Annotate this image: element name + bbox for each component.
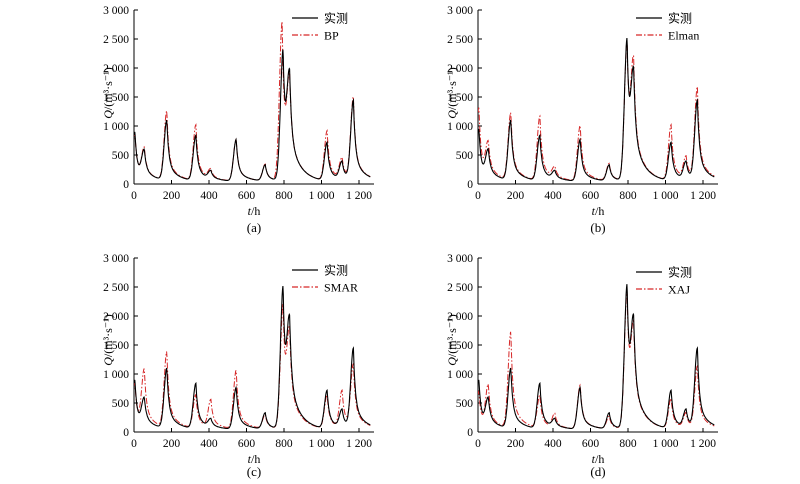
y-tick-label: 3 000 (447, 5, 473, 17)
y-tick-label: 500 (112, 398, 130, 410)
y-tick-label: 2 500 (447, 34, 473, 46)
y-tick-label: 1 500 (103, 92, 129, 104)
x-tick-label: 1 000 (309, 438, 335, 450)
panel-label: (b) (590, 220, 605, 235)
legend: 实测 XAJ (636, 265, 692, 297)
y-tick-label: 0 (467, 179, 473, 191)
x-axis-label: t/h (248, 452, 261, 466)
x-tick-label: 0 (475, 190, 481, 202)
chart-panel-b: 0 500 1 000 1 500 2 000 2 500 3 000 0 200 400 600 8… (445, 5, 718, 235)
y-axis-label: Q/(m³·s⁻¹) (101, 314, 115, 366)
x-tick-label: 200 (507, 438, 525, 450)
series-line-observed (134, 285, 371, 429)
y-tick-label: 2 500 (103, 34, 129, 46)
y-tick-label: 1 500 (447, 340, 473, 352)
y-tick-label: 2 500 (447, 282, 473, 294)
legend: 实测 Elman (636, 11, 699, 43)
y-axis-label: Q/(m³·s⁻¹) (445, 314, 459, 366)
x-tick-label: 1 000 (309, 190, 335, 202)
y-tick-label: 2 000 (103, 311, 129, 323)
x-tick-label: 400 (200, 438, 218, 450)
legend-entry: 实测 (668, 265, 692, 280)
chart-panel-c: 0 500 1 000 1 500 2 000 2 500 3 000 0 200 400 600 8… (101, 253, 374, 479)
y-tick-label: 1 000 (103, 121, 129, 133)
x-tick-label: 200 (507, 190, 525, 202)
legend-entry: Elman (668, 29, 699, 43)
legend-entry: 实测 (324, 11, 348, 26)
y-axis-label: Q/(m³·s⁻¹) (101, 67, 115, 119)
x-tick-label: 1 200 (690, 190, 716, 202)
y-tick-label: 1 000 (447, 121, 473, 133)
x-tick-label: 1 200 (346, 438, 372, 450)
series-line-observed (134, 49, 371, 181)
x-tick-label: 400 (544, 190, 562, 202)
y-tick-label: 1 000 (103, 369, 129, 381)
panel-label: (a) (247, 220, 261, 235)
legend-entry: XAJ (668, 283, 690, 297)
x-tick-label: 400 (200, 190, 218, 202)
x-axis-label: t/h (592, 204, 605, 218)
x-tick-label: 200 (163, 190, 181, 202)
x-tick-label: 600 (238, 190, 256, 202)
x-tick-label: 400 (544, 438, 562, 450)
x-tick-label: 800 (275, 190, 293, 202)
y-axis-label: Q/(m³·s⁻¹) (445, 67, 459, 119)
legend-entry: 实测 (324, 263, 348, 278)
x-tick-label: 600 (238, 438, 256, 450)
y-tick-label: 2 000 (447, 311, 473, 323)
y-tick-label: 0 (123, 179, 129, 191)
chart-panel-d: 0 500 1 000 1 500 2 000 2 500 3 000 0 200 400 600 8… (445, 253, 718, 479)
series-line-observed (478, 284, 715, 429)
x-tick-label: 600 (582, 190, 600, 202)
x-tick-label: 1 000 (653, 438, 679, 450)
x-axis-label: t/h (248, 204, 261, 218)
series-line-simulated (134, 303, 371, 428)
y-tick-label: 1 500 (103, 340, 129, 352)
y-tick-label: 500 (112, 150, 130, 162)
x-tick-label: 0 (131, 190, 137, 202)
y-tick-label: 3 000 (103, 5, 129, 17)
panel-label: (d) (590, 464, 605, 479)
x-tick-label: 800 (619, 438, 637, 450)
x-tick-label: 600 (582, 438, 600, 450)
chart-panel-a: 0 500 1 000 1 500 2 000 2 500 3 000 0 200 400 600 8… (101, 5, 374, 235)
legend-entry: SMAR (324, 281, 358, 295)
y-tick-label: 500 (456, 398, 474, 410)
y-tick-label: 1 000 (447, 369, 473, 381)
series-line-observed (478, 37, 715, 181)
legend-entry: BP (324, 29, 339, 43)
y-tick-label: 1 500 (447, 92, 473, 104)
x-tick-label: 800 (275, 438, 293, 450)
x-tick-label: 0 (475, 438, 481, 450)
x-tick-label: 200 (163, 438, 181, 450)
y-tick-label: 2 000 (447, 63, 473, 75)
x-tick-label: 1 200 (690, 438, 716, 450)
x-axis-label: t/h (592, 452, 605, 466)
x-tick-label: 800 (619, 190, 637, 202)
y-tick-label: 2 500 (103, 282, 129, 294)
x-tick-label: 1 200 (346, 190, 372, 202)
y-tick-label: 3 000 (103, 253, 129, 265)
y-tick-label: 500 (456, 150, 474, 162)
y-tick-label: 3 000 (447, 253, 473, 265)
panel-label: (c) (247, 464, 261, 479)
y-tick-label: 0 (123, 427, 129, 439)
legend-entry: 实测 (668, 11, 692, 26)
legend: 实测 SMAR (292, 263, 358, 295)
x-tick-label: 1 000 (653, 190, 679, 202)
x-tick-label: 0 (131, 438, 137, 450)
y-tick-label: 0 (467, 427, 473, 439)
legend: 实测 BP (292, 11, 348, 43)
y-tick-label: 2 000 (103, 63, 129, 75)
